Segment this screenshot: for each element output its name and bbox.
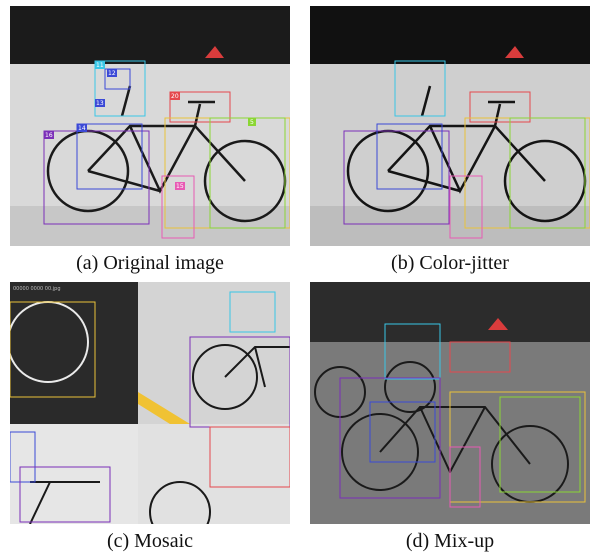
mosaic-photo: 00000 0000 00.jpg xyxy=(10,282,290,524)
caption-d: (d) Mix-up xyxy=(405,530,495,552)
box-label: 11 xyxy=(96,62,104,69)
caption-a: (a) Original image xyxy=(76,252,224,274)
panel-mixup xyxy=(310,282,590,524)
mixup-photo xyxy=(310,282,590,524)
box-label: 20 xyxy=(171,93,179,100)
panel-color-jitter xyxy=(310,6,590,246)
caption-c: (c) Mosaic xyxy=(106,530,194,552)
box-label: 5 xyxy=(250,119,254,126)
box-label: 16 xyxy=(45,132,53,139)
mosaic-corner-text: 00000 0000 00.jpg xyxy=(13,286,61,292)
panel-original-image: 11 12 13 14 20 16 15 5 xyxy=(10,6,290,246)
color-jitter-photo xyxy=(310,6,590,246)
original-image-photo: 11 12 13 14 20 16 15 5 xyxy=(10,6,290,246)
box-label: 14 xyxy=(78,125,86,132)
box-label: 12 xyxy=(108,70,116,77)
box-label: 13 xyxy=(96,100,104,107)
box-label: 15 xyxy=(176,183,184,190)
caption-b: (b) Color-jitter xyxy=(391,252,509,274)
panel-mosaic: 00000 0000 00.jpg xyxy=(10,282,290,524)
